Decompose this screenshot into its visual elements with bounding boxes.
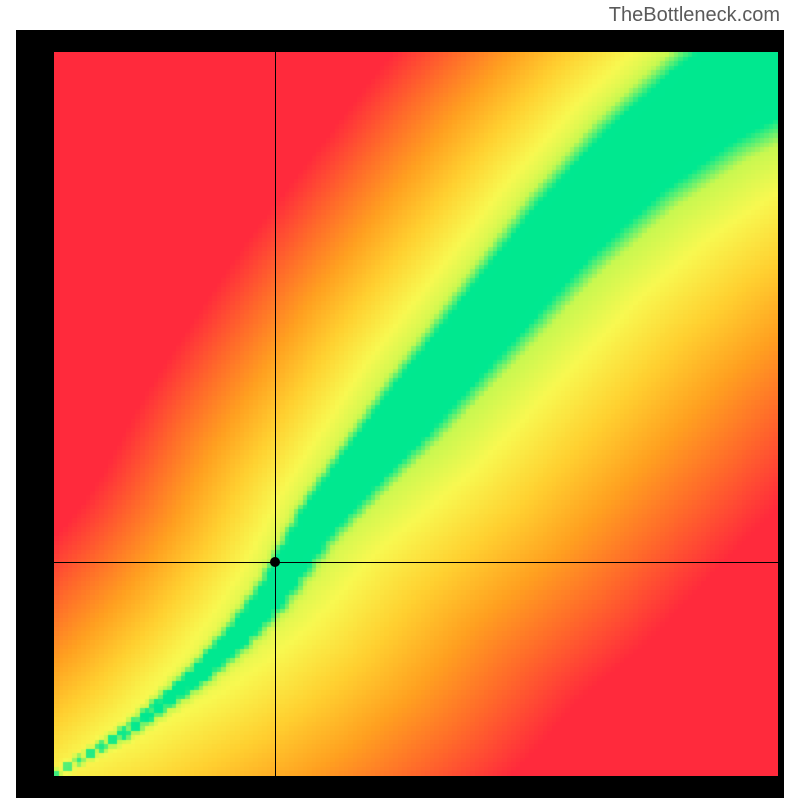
crosshair-horizontal (54, 562, 778, 563)
crosshair-vertical (275, 52, 276, 776)
page-root: TheBottleneck.com (0, 0, 800, 800)
crosshair-marker (270, 557, 280, 567)
watermark-text: TheBottleneck.com (609, 4, 780, 27)
heatmap-canvas (54, 52, 778, 776)
plot-outer-frame (16, 30, 784, 798)
plot-inner (54, 52, 778, 776)
